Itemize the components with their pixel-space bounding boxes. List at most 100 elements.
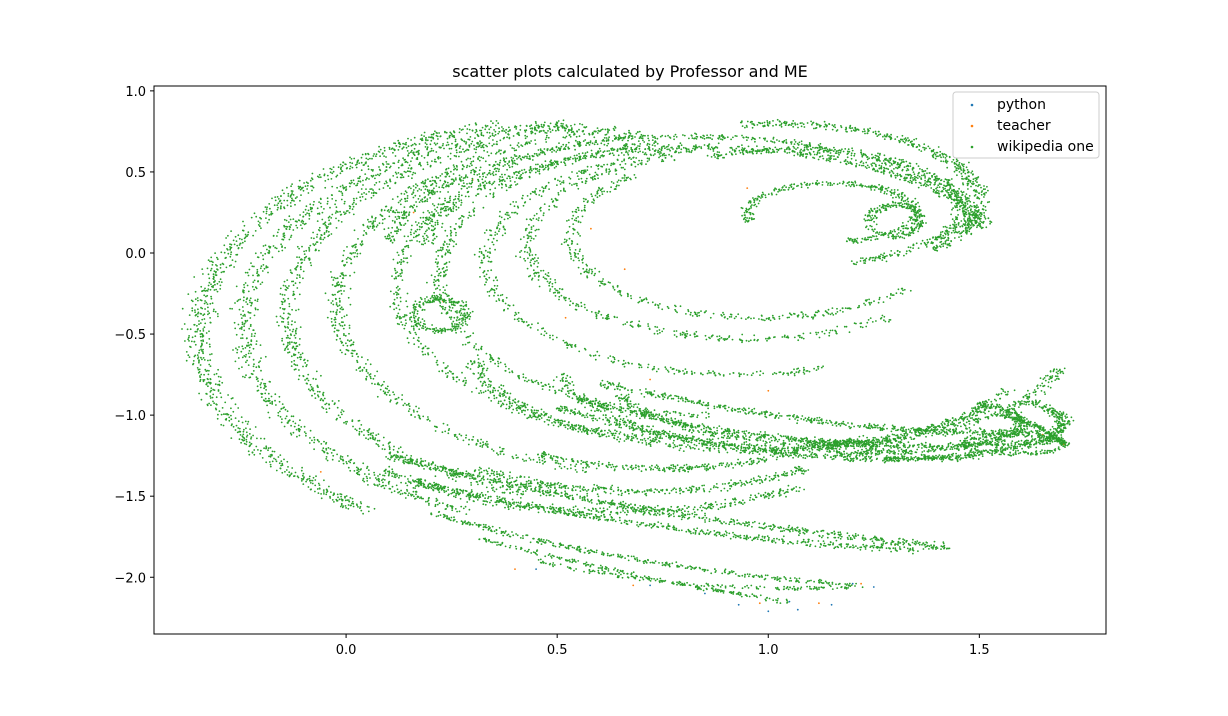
wikipedia-one-point	[495, 120, 498, 122]
wikipedia-one-point	[691, 413, 693, 416]
wikipedia-one-point	[516, 476, 518, 479]
wikipedia-one-point	[718, 464, 721, 467]
wikipedia-one-point	[283, 280, 286, 283]
wikipedia-one-point	[505, 403, 508, 406]
wikipedia-one-point	[604, 128, 607, 131]
wikipedia-one-point	[381, 162, 384, 165]
wikipedia-one-point	[406, 200, 408, 202]
wikipedia-one-point	[287, 221, 290, 224]
wikipedia-one-point	[455, 380, 458, 383]
wikipedia-one-point	[398, 288, 401, 290]
wikipedia-one-point	[198, 323, 200, 326]
wikipedia-one-point	[250, 352, 252, 355]
wikipedia-one-point	[501, 126, 503, 128]
wikipedia-one-point	[244, 420, 247, 423]
wikipedia-one-point	[471, 140, 474, 143]
wikipedia-one-point	[245, 298, 248, 301]
wikipedia-one-point	[197, 356, 200, 358]
wikipedia-one-point	[540, 454, 543, 457]
wikipedia-one-point	[284, 408, 287, 411]
wikipedia-one-point	[544, 153, 546, 156]
python-point	[767, 610, 770, 613]
wikipedia-one-point	[513, 126, 516, 129]
wikipedia-one-point	[542, 482, 545, 484]
wikipedia-one-point	[424, 181, 426, 184]
wikipedia-one-point	[618, 516, 621, 519]
wikipedia-one-point	[543, 130, 545, 132]
wikipedia-one-point	[451, 134, 453, 136]
wikipedia-one-point	[240, 350, 243, 353]
wikipedia-one-point	[280, 195, 282, 198]
wikipedia-one-point	[394, 272, 397, 275]
wikipedia-one-point	[465, 336, 468, 339]
wikipedia-one-point	[363, 192, 365, 194]
wikipedia-one-point	[511, 455, 514, 458]
wikipedia-one-point	[522, 493, 525, 496]
wikipedia-one-point	[634, 466, 637, 469]
wikipedia-one-point	[445, 131, 448, 134]
wikipedia-one-point	[305, 255, 308, 258]
wikipedia-one-point	[236, 351, 239, 354]
wikipedia-one-point	[513, 147, 515, 150]
wikipedia-one-point	[403, 462, 405, 465]
wikipedia-one-point	[303, 476, 305, 479]
wikipedia-one-point	[426, 148, 428, 151]
wikipedia-one-point	[572, 506, 575, 509]
wikipedia-one-point	[404, 143, 406, 146]
wikipedia-one-point	[515, 454, 518, 456]
wikipedia-one-point	[556, 124, 559, 127]
wikipedia-one-point	[367, 469, 370, 471]
wikipedia-one-point	[382, 474, 384, 477]
wikipedia-one-point	[337, 219, 340, 222]
wikipedia-one-point	[557, 126, 560, 129]
wikipedia-one-point	[450, 231, 453, 234]
wikipedia-one-point	[215, 372, 218, 375]
wikipedia-one-point	[475, 146, 478, 149]
wikipedia-one-point	[480, 132, 483, 134]
wikipedia-one-point	[583, 507, 586, 509]
wikipedia-one-point	[549, 456, 552, 459]
wikipedia-one-point	[611, 484, 614, 487]
wikipedia-one-point	[299, 338, 301, 340]
wikipedia-one-point	[721, 483, 724, 485]
wikipedia-one-point	[504, 365, 507, 368]
wikipedia-one-point	[384, 170, 386, 173]
wikipedia-one-point	[339, 185, 342, 188]
wikipedia-one-point	[327, 225, 329, 228]
wikipedia-one-point	[590, 149, 593, 152]
wikipedia-one-point	[374, 437, 377, 440]
wikipedia-one-point	[188, 340, 190, 342]
wikipedia-one-point	[367, 165, 370, 168]
wikipedia-one-point	[470, 481, 472, 484]
wikipedia-one-point	[335, 277, 337, 280]
wikipedia-one-point	[416, 156, 419, 159]
wikipedia-one-point	[461, 324, 464, 327]
wikipedia-one-point	[503, 136, 506, 139]
wikipedia-one-point	[333, 501, 335, 503]
wikipedia-one-point	[209, 353, 211, 356]
wikipedia-one-point	[447, 494, 450, 497]
wikipedia-one-point	[349, 156, 351, 159]
wikipedia-one-point	[467, 157, 469, 160]
wikipedia-one-point	[787, 491, 789, 493]
wikipedia-one-point	[439, 161, 442, 164]
wikipedia-one-point	[692, 508, 695, 511]
wikipedia-one-point	[230, 264, 233, 267]
wikipedia-one-point	[553, 125, 555, 128]
wikipedia-one-point	[334, 297, 337, 300]
wikipedia-one-point	[502, 165, 505, 168]
wikipedia-one-point	[430, 274, 433, 277]
wikipedia-one-point	[249, 317, 252, 319]
wikipedia-one-point	[241, 306, 244, 308]
wikipedia-one-point	[426, 281, 428, 284]
wikipedia-one-point	[281, 471, 284, 474]
wikipedia-one-point	[638, 145, 641, 148]
wikipedia-one-point	[319, 236, 322, 239]
wikipedia-one-point	[207, 373, 210, 376]
wikipedia-one-point	[297, 424, 300, 427]
wikipedia-one-point	[288, 351, 291, 354]
wikipedia-one-point	[505, 128, 508, 131]
wikipedia-one-point	[715, 483, 718, 485]
wikipedia-one-point	[581, 488, 584, 490]
wikipedia-one-point	[365, 378, 368, 381]
